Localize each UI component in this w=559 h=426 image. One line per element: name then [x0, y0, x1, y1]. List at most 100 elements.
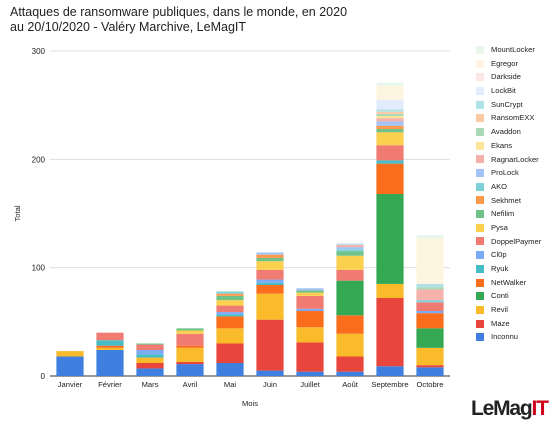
bar-segment-ako-7	[336, 249, 364, 252]
bar-segment-ransomexx-8	[376, 111, 404, 114]
bar-segment-doppelpaymer-3	[176, 333, 204, 346]
legend-swatch	[476, 100, 484, 109]
legend-swatch	[476, 305, 484, 314]
bar-segment-ryuk-5	[256, 282, 284, 285]
bar-segment-doppelpaymer-4	[216, 305, 244, 313]
legend-label: Egregor	[491, 58, 519, 68]
bar-segment-netwalker-7	[336, 315, 364, 334]
bar-segment-sekhmet-8	[376, 125, 404, 129]
x-tick-label: Février	[98, 380, 122, 389]
bar-segment-netwalker-5	[256, 285, 284, 294]
legend-swatch	[476, 278, 484, 287]
y-tick-label: 300	[32, 47, 46, 56]
bar-segment-ako-9	[416, 300, 444, 303]
legend-swatch	[476, 86, 484, 95]
bar-segment-maze-3	[176, 361, 204, 365]
legend-swatch	[476, 292, 484, 301]
bar-segment-netwalker-1	[96, 345, 124, 348]
legend-item-inconnu: Inconnu	[476, 330, 558, 344]
legend-item-nefilim: Nefilim	[476, 207, 558, 221]
legend-item-maze: Maze	[476, 317, 558, 331]
bar-segment-ekans-8	[376, 116, 404, 119]
bar-segment-nefilim-7	[336, 251, 364, 256]
legend-item-suncrypt: SunCrypt	[476, 98, 558, 112]
x-tick-label: Mai	[224, 380, 237, 389]
legend-swatch	[476, 319, 484, 328]
legend-item-sekhmet: Sekhmet	[476, 194, 558, 208]
legend-label: ProLock	[491, 168, 519, 178]
bar-segment-inconnu-2	[136, 368, 164, 376]
legend-swatch	[476, 333, 484, 342]
bar-segment-doppelpaymer-1	[96, 332, 124, 341]
legend-label: AKO	[491, 181, 508, 191]
legend-label: Cl0p	[491, 250, 507, 260]
bar-segment-netwalker-6	[296, 311, 324, 328]
bar-segment-pysa-6	[296, 292, 324, 296]
legend-item-ragnarlocker: RagnarLocker	[476, 153, 558, 167]
legend-swatch	[476, 155, 484, 164]
bar-segment-revil-2	[136, 357, 164, 363]
x-tick-label: Septembre	[371, 380, 408, 389]
legend-item-netwalker: NetWalker	[476, 276, 558, 290]
bar-segment-maze-5	[256, 319, 284, 371]
x-axis-title: Mois	[242, 399, 258, 408]
legend-item-pysa: Pysa	[476, 221, 558, 235]
bar-segment-revil-4	[216, 328, 244, 344]
bar-segment-inconnu-4	[216, 363, 244, 376]
x-tick-label: Janvier	[58, 380, 83, 389]
legend-label: LockBit	[491, 86, 516, 96]
bar-segment-revil-3	[176, 347, 204, 362]
y-tick-label: 200	[32, 155, 46, 164]
bar-segment-netwalker-3	[176, 345, 204, 348]
legend-item-conti: Conti	[476, 289, 558, 303]
legend-label: Revil	[491, 305, 508, 315]
bar-segment-netwalker-8	[376, 163, 404, 194]
bar-segment-egregor-9	[416, 238, 444, 284]
bar-segment-nefilim-2	[136, 343, 164, 345]
bar-segment-maze-2	[136, 363, 164, 369]
legend-item-lockbit: LockBit	[476, 84, 558, 98]
bar-segment-revil-0	[56, 351, 84, 357]
bar-segment-maze-6	[296, 342, 324, 372]
legend-swatch	[476, 182, 484, 191]
legend-item-doppelpaymer: DoppelPaymer	[476, 235, 558, 249]
bar-segment-ryuk-1	[96, 340, 124, 346]
chart-title-line-2: au 20/10/2020 - Valéry Marchive, LeMagIT	[10, 20, 247, 34]
legend-swatch	[476, 73, 484, 82]
bar-segment-prolock-6	[296, 288, 324, 291]
bar-segment-doppelpaymer-6	[296, 295, 324, 309]
bar-segment-lockbit-7	[336, 242, 364, 244]
legend-label: RagnarLocker	[491, 154, 539, 164]
bar-segment-ragnarlocker-8	[376, 118, 404, 122]
bar-segment-prolock-7	[336, 247, 364, 250]
bar-segment-pysa-5	[256, 261, 284, 270]
legend-swatch	[476, 251, 484, 260]
bar-segment-nefilim-4	[216, 295, 244, 301]
legend-item-revil: Revil	[476, 303, 558, 317]
lemagit-logo: LeMagIT	[471, 397, 549, 421]
chart-title-line-1: Attaques de ransomware publiques, dans l…	[10, 5, 348, 19]
bar-segment-egregor-8	[376, 85, 404, 100]
legend-swatch	[476, 237, 484, 246]
legend-swatch	[476, 141, 484, 150]
bar-segment-nefilim-8	[376, 129, 404, 133]
bar-segment-inconnu-3	[176, 364, 204, 376]
bar-segment-ryuk-2	[136, 354, 164, 358]
legend-label: RansomEXX	[491, 113, 535, 123]
logo-prefix: LeMag	[471, 397, 533, 420]
bar-segment-ryuk-4	[216, 314, 244, 317]
bar-segment-nefilim-3	[176, 328, 204, 331]
chart-title: Attaques de ransomware publiques, dans l…	[10, 5, 370, 35]
bar-segment-mountlocker-9	[416, 235, 444, 239]
legend-label: MountLocker	[491, 45, 535, 54]
bar-segment-maze-8	[376, 298, 404, 367]
legend-item-prolock: ProLock	[476, 166, 558, 180]
bar-segment-netwalker-9	[416, 313, 444, 329]
bar-segment-inconnu-7	[336, 371, 364, 376]
legend-swatch	[476, 114, 484, 123]
bar-segment-suncrypt-9	[416, 283, 444, 288]
bar-segment-revil-5	[256, 293, 284, 320]
legend-item-avaddon: Avaddon	[476, 125, 558, 139]
bar-segment-conti-7	[336, 280, 364, 316]
